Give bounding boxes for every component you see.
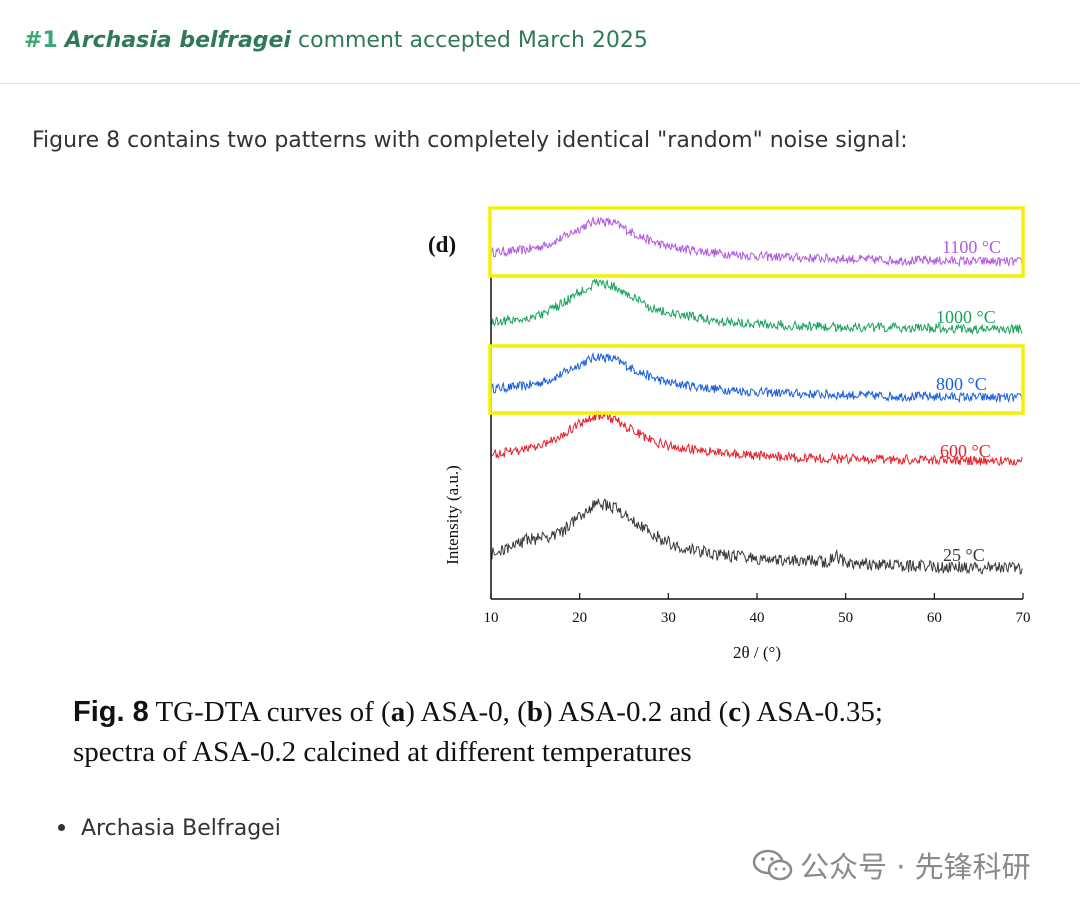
x-tick-label: 70 bbox=[1016, 610, 1031, 626]
series-line bbox=[490, 498, 1023, 575]
series-group bbox=[490, 215, 1023, 575]
series-label: 600 °C bbox=[940, 441, 991, 461]
y-axis-label: Intensity (a.u.) bbox=[443, 465, 462, 565]
series-labels: 1100 °C 1000 °C 800 °C 600 °C 25 °C bbox=[936, 237, 1001, 565]
comment-status: comment accepted March 2025 bbox=[298, 28, 648, 53]
series-label: 1100 °C bbox=[942, 237, 1001, 257]
panel-label: (d) bbox=[428, 232, 456, 257]
x-tick-label: 60 bbox=[927, 610, 942, 626]
bullet-icon bbox=[58, 823, 65, 831]
figure-caption: Fig. 8 TG-DTA curves of (a) ASA-0, (b) A… bbox=[73, 692, 1063, 772]
x-tick-label: 10 bbox=[484, 610, 499, 626]
x-tick-label: 30 bbox=[661, 610, 676, 626]
highlight-box-800 bbox=[488, 344, 1025, 415]
comment-author[interactable]: Archasia belfragei bbox=[64, 28, 292, 53]
x-tick-label: 20 bbox=[572, 610, 587, 626]
caption-text: ) ASA-0.35; bbox=[741, 696, 883, 728]
watermark: 公众号 · 先锋科研 bbox=[752, 844, 1031, 884]
series-line bbox=[490, 410, 1023, 467]
caption-panel-b: b bbox=[526, 696, 543, 728]
list-item: Archasia Belfragei bbox=[58, 816, 281, 841]
comment-header: #1 Archasia belfragei comment accepted M… bbox=[0, 0, 1080, 84]
caption-panel-a: a bbox=[390, 696, 406, 728]
x-ticks: 10 20 30 40 50 60 70 bbox=[484, 593, 1031, 626]
series-line bbox=[490, 215, 1023, 268]
xrd-figure: (d) Intensity (a.u.) 2θ / (°) 10 20 30 40 50… bbox=[428, 206, 1031, 662]
series-label: 1000 °C bbox=[936, 307, 996, 327]
caption-text: TG-DTA curves of ( bbox=[148, 696, 391, 728]
list-item-text[interactable]: Archasia Belfragei bbox=[81, 816, 281, 841]
caption-panel-c: c bbox=[728, 696, 742, 728]
x-tick-label: 50 bbox=[838, 610, 853, 626]
caption-text: ) ASA-0, ( bbox=[405, 696, 527, 728]
highlight-boxes bbox=[488, 206, 1025, 415]
intro-text: Figure 8 contains two patterns with comp… bbox=[32, 128, 908, 153]
caption-line-2: spectra of ASA-0.2 calcined at different… bbox=[73, 736, 692, 768]
series-label: 800 °C bbox=[936, 374, 987, 394]
series-label: 25 °C bbox=[943, 545, 985, 565]
caption-text: ) ASA-0.2 and ( bbox=[542, 696, 729, 728]
x-axis-label: 2θ / (°) bbox=[733, 643, 781, 662]
comment-number[interactable]: #1 bbox=[24, 28, 58, 53]
comment-title: #1 Archasia belfragei comment accepted M… bbox=[24, 28, 648, 53]
wechat-icon bbox=[752, 849, 793, 881]
caption-label: Fig. 8 bbox=[73, 696, 149, 728]
series-line bbox=[490, 278, 1023, 336]
watermark-text: 公众号 · 先锋科研 bbox=[800, 850, 1031, 884]
series-line bbox=[490, 351, 1023, 404]
highlight-box-1100 bbox=[488, 206, 1025, 278]
x-tick-label: 40 bbox=[750, 610, 765, 626]
